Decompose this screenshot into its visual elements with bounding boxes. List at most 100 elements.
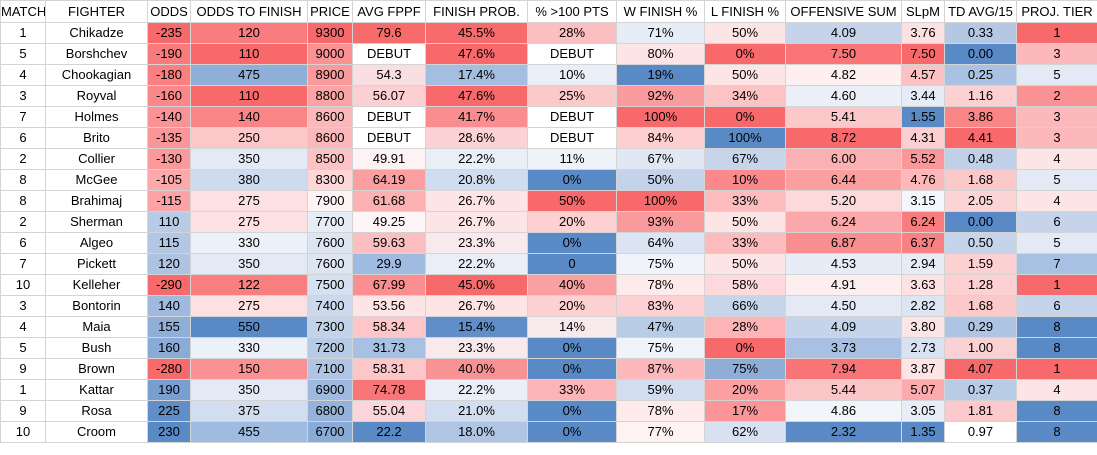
cell-proj-tier[interactable]: 8 [1016,337,1097,359]
cell-td-avg-15[interactable]: 1.00 [944,337,1017,359]
cell-w-finish-pct[interactable]: 77% [616,421,705,443]
cell-fighter[interactable]: Royval [45,85,148,107]
cell-fighter[interactable]: Maia [45,316,148,338]
cell-avg-fppf[interactable]: 49.91 [352,148,426,170]
column-header-avg-fppf[interactable]: AVG FPPF [352,0,426,23]
cell-proj-tier[interactable]: 8 [1016,421,1097,443]
cell-odds-to-finish[interactable]: 330 [190,232,308,254]
cell-l-finish-pct[interactable]: 100% [704,127,786,149]
cell-td-avg-15[interactable]: 0.33 [944,22,1017,44]
cell-price[interactable]: 7500 [307,274,353,296]
cell-offensive-sum[interactable]: 4.09 [785,22,902,44]
cell-proj-tier[interactable]: 1 [1016,22,1097,44]
cell-fighter[interactable]: Brown [45,358,148,380]
cell-price[interactable]: 8900 [307,64,353,86]
cell-odds[interactable]: -105 [147,169,191,191]
cell-td-avg-15[interactable]: 2.05 [944,190,1017,212]
cell-pct-over-100-pts[interactable]: 25% [527,85,617,107]
cell-finish-prob[interactable]: 18.0% [425,421,528,443]
cell-avg-fppf[interactable]: 49.25 [352,211,426,233]
cell-slpm[interactable]: 3.76 [901,22,945,44]
cell-proj-tier[interactable]: 8 [1016,400,1097,422]
cell-price[interactable]: 9300 [307,22,353,44]
cell-slpm[interactable]: 4.76 [901,169,945,191]
cell-odds[interactable]: 155 [147,316,191,338]
cell-price[interactable]: 6800 [307,400,353,422]
cell-slpm[interactable]: 1.35 [901,421,945,443]
cell-finish-prob[interactable]: 21.0% [425,400,528,422]
cell-slpm[interactable]: 6.24 [901,211,945,233]
cell-td-avg-15[interactable]: 3.86 [944,106,1017,128]
cell-w-finish-pct[interactable]: 100% [616,190,705,212]
cell-avg-fppf[interactable]: 54.3 [352,64,426,86]
cell-match[interactable]: 8 [0,169,46,191]
cell-price[interactable]: 7700 [307,211,353,233]
cell-odds[interactable]: -140 [147,106,191,128]
cell-price[interactable]: 8800 [307,85,353,107]
cell-slpm[interactable]: 2.82 [901,295,945,317]
cell-fighter[interactable]: Kattar [45,379,148,401]
cell-pct-over-100-pts[interactable]: 10% [527,64,617,86]
cell-pct-over-100-pts[interactable]: 0% [527,232,617,254]
cell-w-finish-pct[interactable]: 67% [616,148,705,170]
cell-fighter[interactable]: Chikadze [45,22,148,44]
cell-slpm[interactable]: 2.94 [901,253,945,275]
column-header-fighter[interactable]: FIGHTER [45,0,148,23]
cell-proj-tier[interactable]: 8 [1016,316,1097,338]
cell-price[interactable]: 8300 [307,169,353,191]
cell-odds-to-finish[interactable]: 140 [190,106,308,128]
cell-odds[interactable]: 160 [147,337,191,359]
cell-pct-over-100-pts[interactable]: DEBUT [527,106,617,128]
cell-w-finish-pct[interactable]: 87% [616,358,705,380]
cell-odds-to-finish[interactable]: 350 [190,148,308,170]
cell-pct-over-100-pts[interactable]: 0 [527,253,617,275]
cell-finish-prob[interactable]: 22.2% [425,253,528,275]
cell-slpm[interactable]: 6.37 [901,232,945,254]
cell-proj-tier[interactable]: 4 [1016,148,1097,170]
cell-finish-prob[interactable]: 45.5% [425,22,528,44]
cell-td-avg-15[interactable]: 1.68 [944,169,1017,191]
cell-avg-fppf[interactable]: 79.6 [352,22,426,44]
cell-fighter[interactable]: Rosa [45,400,148,422]
cell-odds-to-finish[interactable]: 275 [190,211,308,233]
cell-td-avg-15[interactable]: 0.50 [944,232,1017,254]
cell-offensive-sum[interactable]: 4.91 [785,274,902,296]
cell-price[interactable]: 7900 [307,190,353,212]
column-header-odds-to-finish[interactable]: ODDS TO FINISH [190,0,308,23]
cell-pct-over-100-pts[interactable]: 11% [527,148,617,170]
cell-proj-tier[interactable]: 6 [1016,295,1097,317]
cell-fighter[interactable]: Pickett [45,253,148,275]
cell-slpm[interactable]: 3.80 [901,316,945,338]
column-header-l-finish-pct[interactable]: L FINISH % [704,0,786,23]
cell-slpm[interactable]: 3.63 [901,274,945,296]
cell-offensive-sum[interactable]: 6.00 [785,148,902,170]
cell-price[interactable]: 7600 [307,253,353,275]
cell-match[interactable]: 5 [0,337,46,359]
cell-price[interactable]: 8600 [307,127,353,149]
cell-finish-prob[interactable]: 45.0% [425,274,528,296]
cell-proj-tier[interactable]: 3 [1016,43,1097,65]
cell-offensive-sum[interactable]: 6.24 [785,211,902,233]
cell-match[interactable]: 1 [0,379,46,401]
cell-avg-fppf[interactable]: 53.56 [352,295,426,317]
cell-match[interactable]: 7 [0,253,46,275]
cell-fighter[interactable]: Algeo [45,232,148,254]
cell-finish-prob[interactable]: 17.4% [425,64,528,86]
cell-proj-tier[interactable]: 5 [1016,64,1097,86]
cell-w-finish-pct[interactable]: 78% [616,400,705,422]
cell-td-avg-15[interactable]: 4.41 [944,127,1017,149]
cell-price[interactable]: 7300 [307,316,353,338]
cell-odds[interactable]: 230 [147,421,191,443]
cell-avg-fppf[interactable]: 22.2 [352,421,426,443]
cell-proj-tier[interactable]: 1 [1016,358,1097,380]
cell-avg-fppf[interactable]: 64.19 [352,169,426,191]
cell-offensive-sum[interactable]: 4.82 [785,64,902,86]
cell-match[interactable]: 4 [0,64,46,86]
cell-match[interactable]: 2 [0,148,46,170]
cell-pct-over-100-pts[interactable]: 28% [527,22,617,44]
cell-w-finish-pct[interactable]: 75% [616,253,705,275]
cell-match[interactable]: 10 [0,421,46,443]
cell-pct-over-100-pts[interactable]: 0% [527,400,617,422]
cell-pct-over-100-pts[interactable]: 14% [527,316,617,338]
cell-odds[interactable]: 225 [147,400,191,422]
